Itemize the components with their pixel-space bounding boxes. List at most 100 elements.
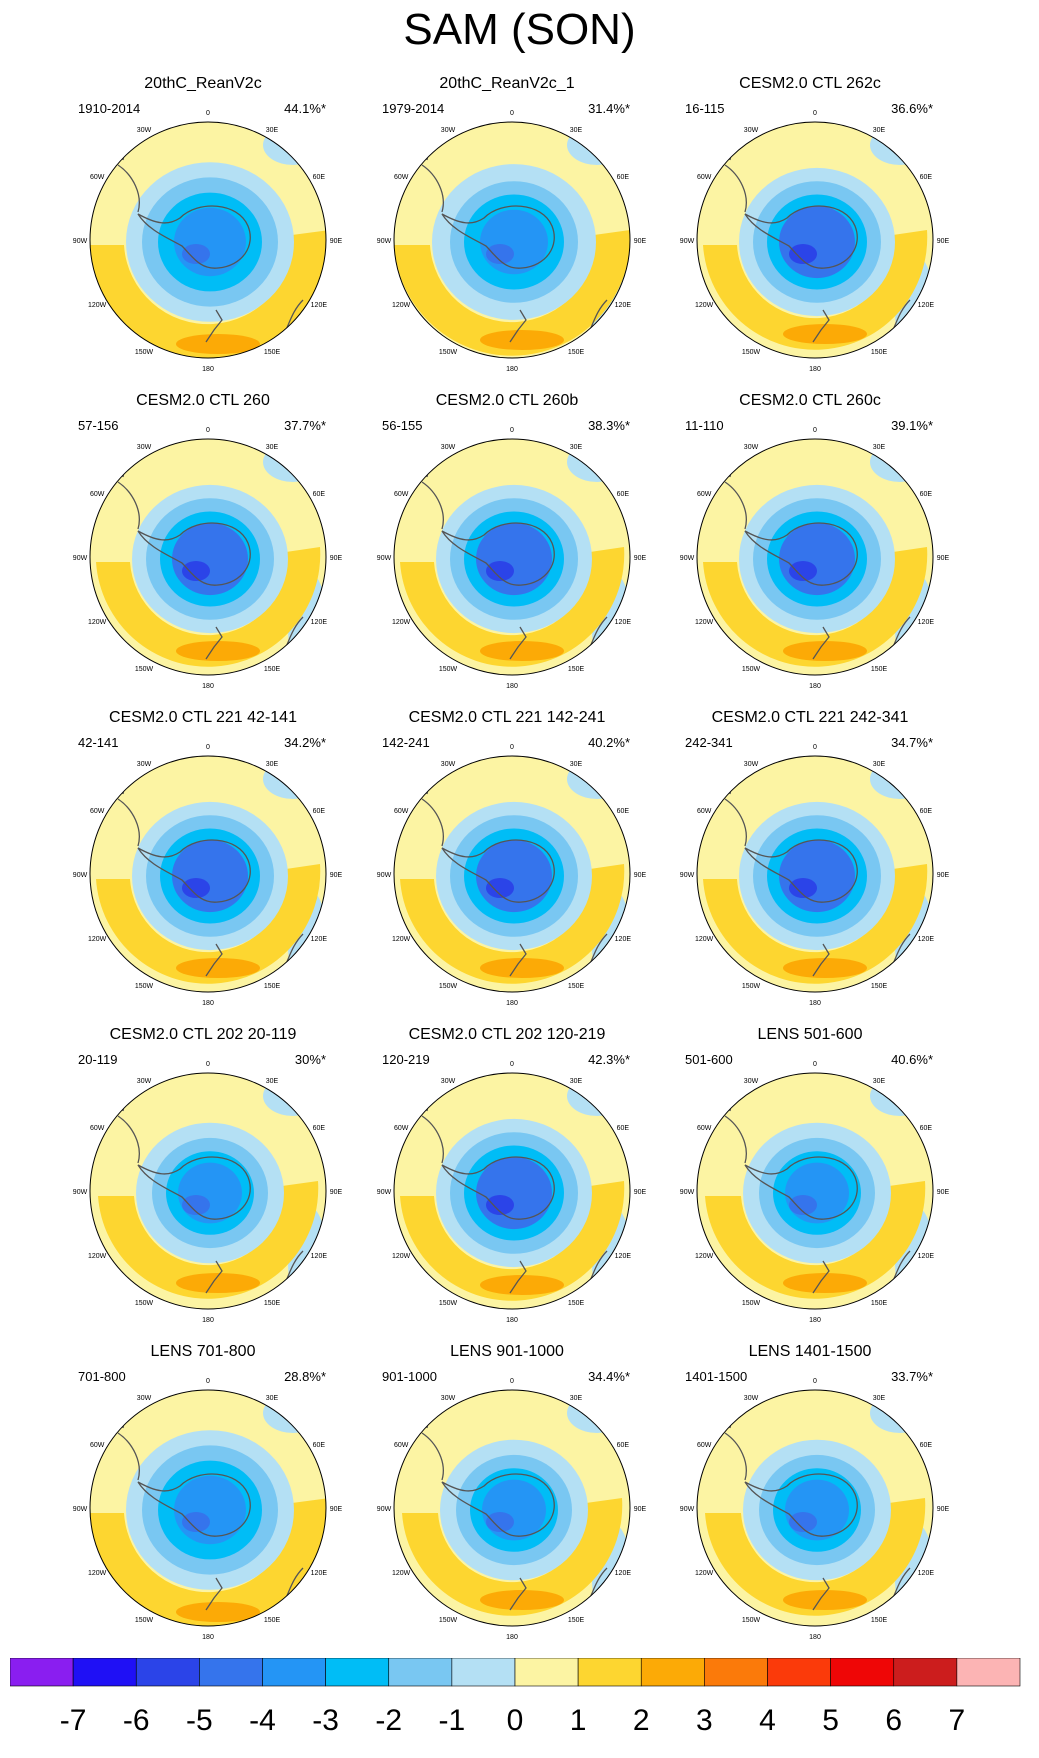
longitude-label: 30W (137, 127, 152, 134)
new-zealand-coastline (509, 309, 527, 343)
new-zealand-coastline (205, 943, 223, 977)
positive-anomaly (96, 547, 321, 667)
longitude-label: 90E (330, 238, 343, 245)
longitude-label: 0 (510, 427, 514, 434)
longitude-label: 30E (873, 1395, 886, 1402)
panel-variance-percent: 40.2%* (588, 735, 630, 750)
antarctica-coastline (441, 522, 555, 586)
page-title: SAM (SON) (403, 5, 636, 54)
longitude-label: 30W (744, 761, 759, 768)
longitude-label: 90W (377, 238, 392, 245)
map-boundary (393, 121, 631, 359)
positive-maximum (783, 641, 867, 661)
new-zealand-coastline (205, 309, 223, 343)
colorbar-swatch (514, 1658, 579, 1687)
polar-map: 0 30E 60E 90E 120E 150E 180 150W 120W 90W 60W 30W (680, 1061, 950, 1324)
panel-title: LENS 901-1000 (450, 1343, 564, 1360)
new-zealand-coastline (812, 943, 830, 977)
longitude-label: 90E (634, 555, 647, 562)
longitude-label: 150E (264, 983, 281, 990)
map-panel: LENS 1401-1500 1401-1500 33.7%* 0 30E 60E 90E 1… (675, 1343, 975, 1648)
new-zealand-coastline (509, 1577, 527, 1611)
longitude-label: 30E (266, 1395, 279, 1402)
longitude-label: 0 (813, 110, 817, 117)
longitude-label: 180 (809, 683, 821, 690)
map-boundary (393, 1072, 631, 1310)
longitude-label: 150W (135, 1300, 154, 1307)
colorbar-label: 2 (633, 1704, 650, 1737)
longitude-label: 90E (937, 1506, 950, 1513)
negative-minimum (182, 1195, 210, 1215)
new-zealand-coastline (812, 626, 830, 660)
longitude-label: 120E (615, 936, 632, 943)
map-boundary (89, 1389, 327, 1627)
longitude-label: 180 (809, 366, 821, 373)
panel-years: 242-341 (685, 735, 733, 750)
colorbar-swatch (830, 1658, 895, 1687)
longitude-label: 120W (392, 619, 411, 626)
longitude-label: 150E (568, 666, 585, 673)
panel-variance-percent: 33.7%* (891, 1369, 933, 1384)
map-panel: CESM2.0 CTL 262c 16-115 36.6%* 0 30E 60E 90E 12… (675, 75, 975, 380)
longitude-label: 150E (568, 983, 585, 990)
polar-map: 0 30E 60E 90E 120E 150E 180 150W 120W 90W 60W 30W (73, 110, 343, 373)
positive-maximum (480, 330, 564, 350)
longitude-label: 180 (506, 683, 518, 690)
positive-maximum (480, 641, 564, 661)
negative-minimum (486, 1512, 514, 1532)
positive-anomaly (705, 1181, 926, 1299)
positive-anomaly (400, 547, 625, 667)
panel-years: 1910-2014 (78, 101, 141, 116)
antarctica-coastline (137, 839, 251, 903)
longitude-label: 90W (73, 1506, 88, 1513)
longitude-label: 120W (695, 302, 714, 309)
longitude-label: 150W (135, 666, 154, 673)
antarctica-coastline (137, 1156, 251, 1220)
positive-maximum (783, 324, 867, 344)
positive-maximum (783, 958, 867, 978)
negative-minimum (182, 878, 210, 898)
longitude-label: 30E (570, 1395, 583, 1402)
longitude-label: 90E (330, 1506, 343, 1513)
longitude-label: 180 (809, 1634, 821, 1641)
positive-maximum (176, 958, 260, 978)
longitude-label: 90E (937, 872, 950, 879)
negative-contour (785, 1162, 849, 1224)
map-panel: CESM2.0 CTL 260b 56-155 38.3%* 0 30E 60E 90E 12… (372, 392, 672, 697)
negative-contour (178, 1162, 242, 1224)
longitude-label: 60W (90, 1125, 105, 1132)
longitude-label: 120W (392, 936, 411, 943)
colorbar-swatch (893, 1658, 958, 1687)
new-zealand-coastline (509, 943, 527, 977)
colorbar-label: -3 (312, 1704, 339, 1737)
panel-years: 56-155 (382, 418, 423, 433)
longitude-label: 150E (871, 1300, 888, 1307)
positive-maximum (480, 1590, 564, 1610)
map-panel: CESM2.0 CTL 221 242-341 242-341 34.7%* 0 30E… (675, 709, 975, 1014)
longitude-label: 0 (206, 110, 210, 117)
longitude-label: 150E (264, 349, 281, 356)
polar-map: 0 30E 60E 90E 120E 150E 180 150W 120W 90W 60W 30W (377, 427, 647, 690)
longitude-label: 60E (617, 1125, 630, 1132)
panel-variance-percent: 34.2%* (284, 735, 326, 750)
polar-map: 0 30E 60E 90E 120E 150E 180 150W 120W 90W 60W 30W (73, 1378, 343, 1641)
panel-title: CESM2.0 CTL 202 120-219 (408, 1026, 606, 1043)
panel-variance-percent: 39.1%* (891, 418, 933, 433)
positive-maximum (480, 958, 564, 978)
longitude-label: 120E (311, 936, 328, 943)
colorbar: -7 -6 -5 -4 -3 -2 -1 0 1 2 3 4 5 6 7 (10, 1658, 1021, 1737)
map-boundary (696, 438, 934, 676)
colorbar-label: 7 (949, 1704, 966, 1737)
panel-years: 42-141 (78, 735, 119, 750)
panel-title: CESM2.0 CTL 260 (136, 392, 270, 409)
negative-minimum (789, 1195, 817, 1215)
longitude-label: 150W (135, 983, 154, 990)
colorbar-label: -5 (186, 1704, 213, 1737)
panel-title: LENS 1401-1500 (748, 1343, 872, 1360)
longitude-label: 150E (871, 1617, 888, 1624)
longitude-label: 60E (617, 174, 630, 181)
panel-years: 11-110 (685, 418, 724, 433)
longitude-label: 30E (873, 127, 886, 134)
polar-map: 0 30E 60E 90E 120E 150E 180 150W 120W 90W 60W 30W (680, 744, 950, 1007)
colorbar-label: 0 (507, 1704, 524, 1737)
